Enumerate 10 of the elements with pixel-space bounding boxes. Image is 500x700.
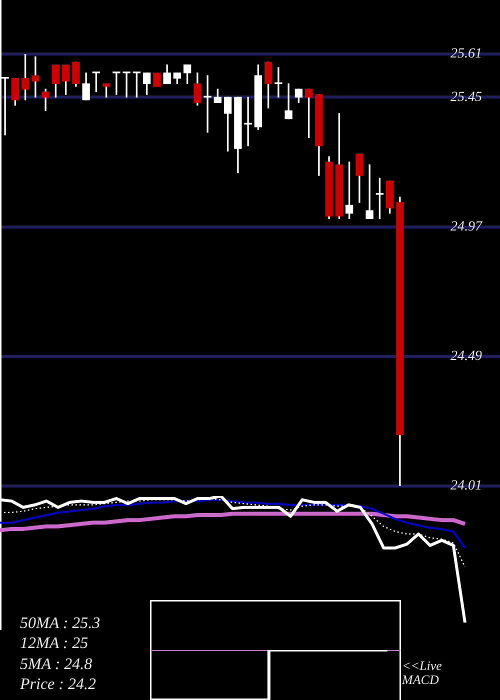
text: Price : 24.2 <box>20 674 96 695</box>
annotation: 50MA : 25.3 <box>20 614 100 634</box>
y-tick-label: 25.61 <box>450 46 482 62</box>
text: 5MA : 24.8 <box>20 654 92 675</box>
annotation: <<Live MACD <box>402 658 443 687</box>
text: 12MA : 25 <box>20 634 88 654</box>
y-tick-label: 24.97 <box>450 219 483 234</box>
y-tick-label: 25.45 <box>450 90 482 105</box>
y-tick-label: 24.01 <box>450 478 482 494</box>
y-tick-label: 24.49 <box>450 349 482 364</box>
